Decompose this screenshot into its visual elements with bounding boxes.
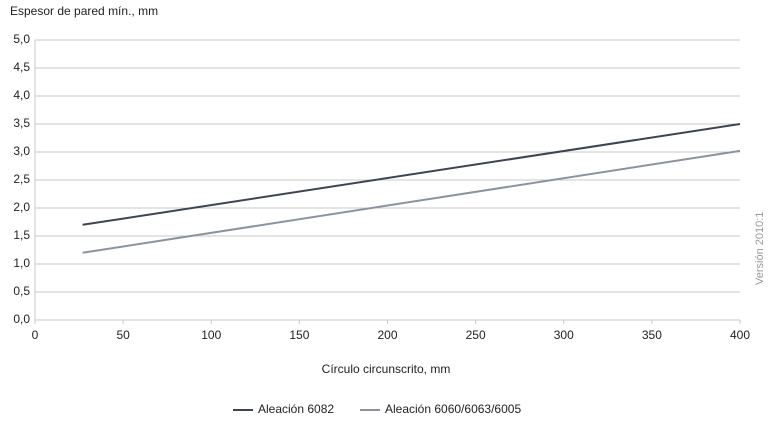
y-tick-label: 1,0: [13, 256, 30, 270]
x-tick-label: 250: [466, 328, 486, 342]
y-tick-label: 2,0: [13, 200, 30, 214]
legend-label: Aleación 6082: [258, 402, 334, 416]
y-tick-label: 3,0: [13, 144, 30, 158]
y-axis-title: Espesor de pared mín., mm: [10, 4, 158, 18]
y-tick-label: 0,5: [13, 284, 30, 298]
x-axis-title: Círculo circunscrito, mm: [322, 362, 451, 376]
y-tick-label: 4,0: [13, 88, 30, 102]
y-tick-label: 2,5: [13, 172, 30, 186]
x-tick-label: 50: [116, 328, 130, 342]
x-tick-label: 0: [32, 328, 39, 342]
x-tick-label: 100: [201, 328, 221, 342]
series-line: [82, 123, 741, 226]
x-tick-label: 400: [730, 328, 750, 342]
version-note: Versión 2010:1: [754, 212, 766, 285]
series-line: [82, 149, 741, 254]
y-tick-label: 4,5: [13, 60, 30, 74]
legend-label: Aleación 6060/6063/6005: [385, 402, 521, 416]
x-tick-label: 350: [642, 328, 662, 342]
y-tick-label: 3,5: [13, 116, 30, 130]
y-tick-label: 5,0: [13, 32, 30, 46]
x-tick-label: 200: [377, 328, 397, 342]
y-tick-label: 0,0: [13, 312, 30, 326]
x-tick-label: 150: [289, 328, 309, 342]
x-tick-label: 300: [554, 328, 574, 342]
y-tick-label: 1,5: [13, 228, 30, 242]
